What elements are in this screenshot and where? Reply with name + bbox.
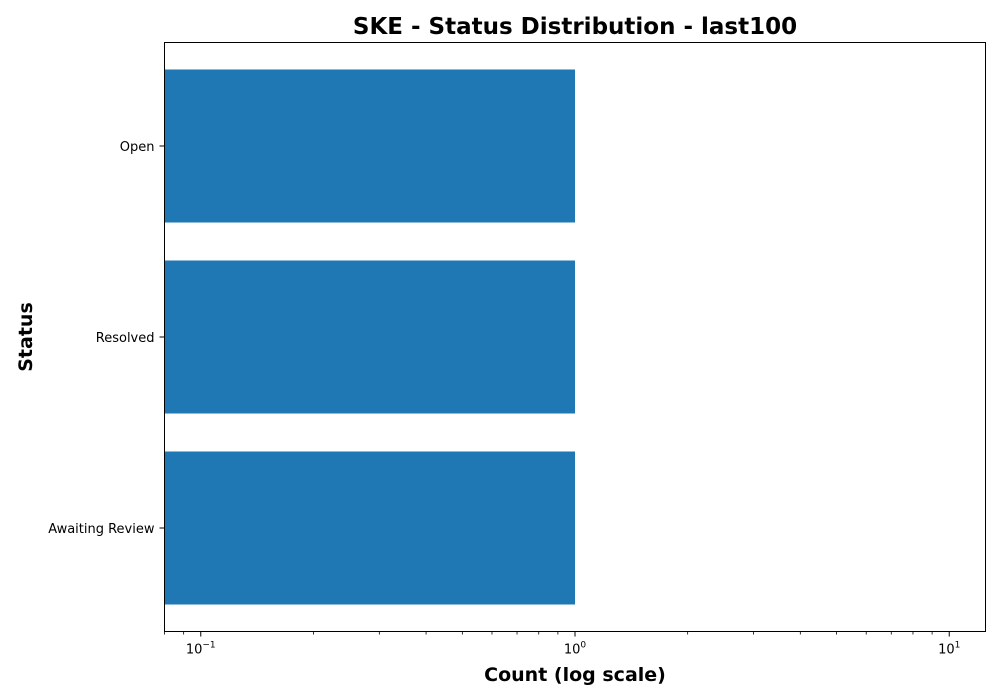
y-ticks-group: Open Resolved Awaiting Review xyxy=(48,140,165,537)
y-tick-label: Awaiting Review xyxy=(48,522,155,537)
bar-awaiting-review xyxy=(164,451,575,605)
x-tick-label: 101 xyxy=(938,641,960,658)
y-tick-label: Open xyxy=(120,140,155,155)
y-tick-label: Resolved xyxy=(96,331,155,346)
x-axis-label: Count (log scale) xyxy=(484,664,666,686)
x-ticks-group: 10−1 100 101 xyxy=(164,631,960,658)
bars-group xyxy=(164,69,575,605)
chart-title: SKE - Status Distribution - last100 xyxy=(353,14,797,40)
y-axis-label: Status xyxy=(15,302,37,372)
plot-frame xyxy=(164,42,986,632)
x-tick-label: 10−1 xyxy=(186,641,216,658)
bar-open xyxy=(164,69,575,223)
x-tick-label: 100 xyxy=(564,641,587,658)
bar-resolved xyxy=(164,260,575,414)
